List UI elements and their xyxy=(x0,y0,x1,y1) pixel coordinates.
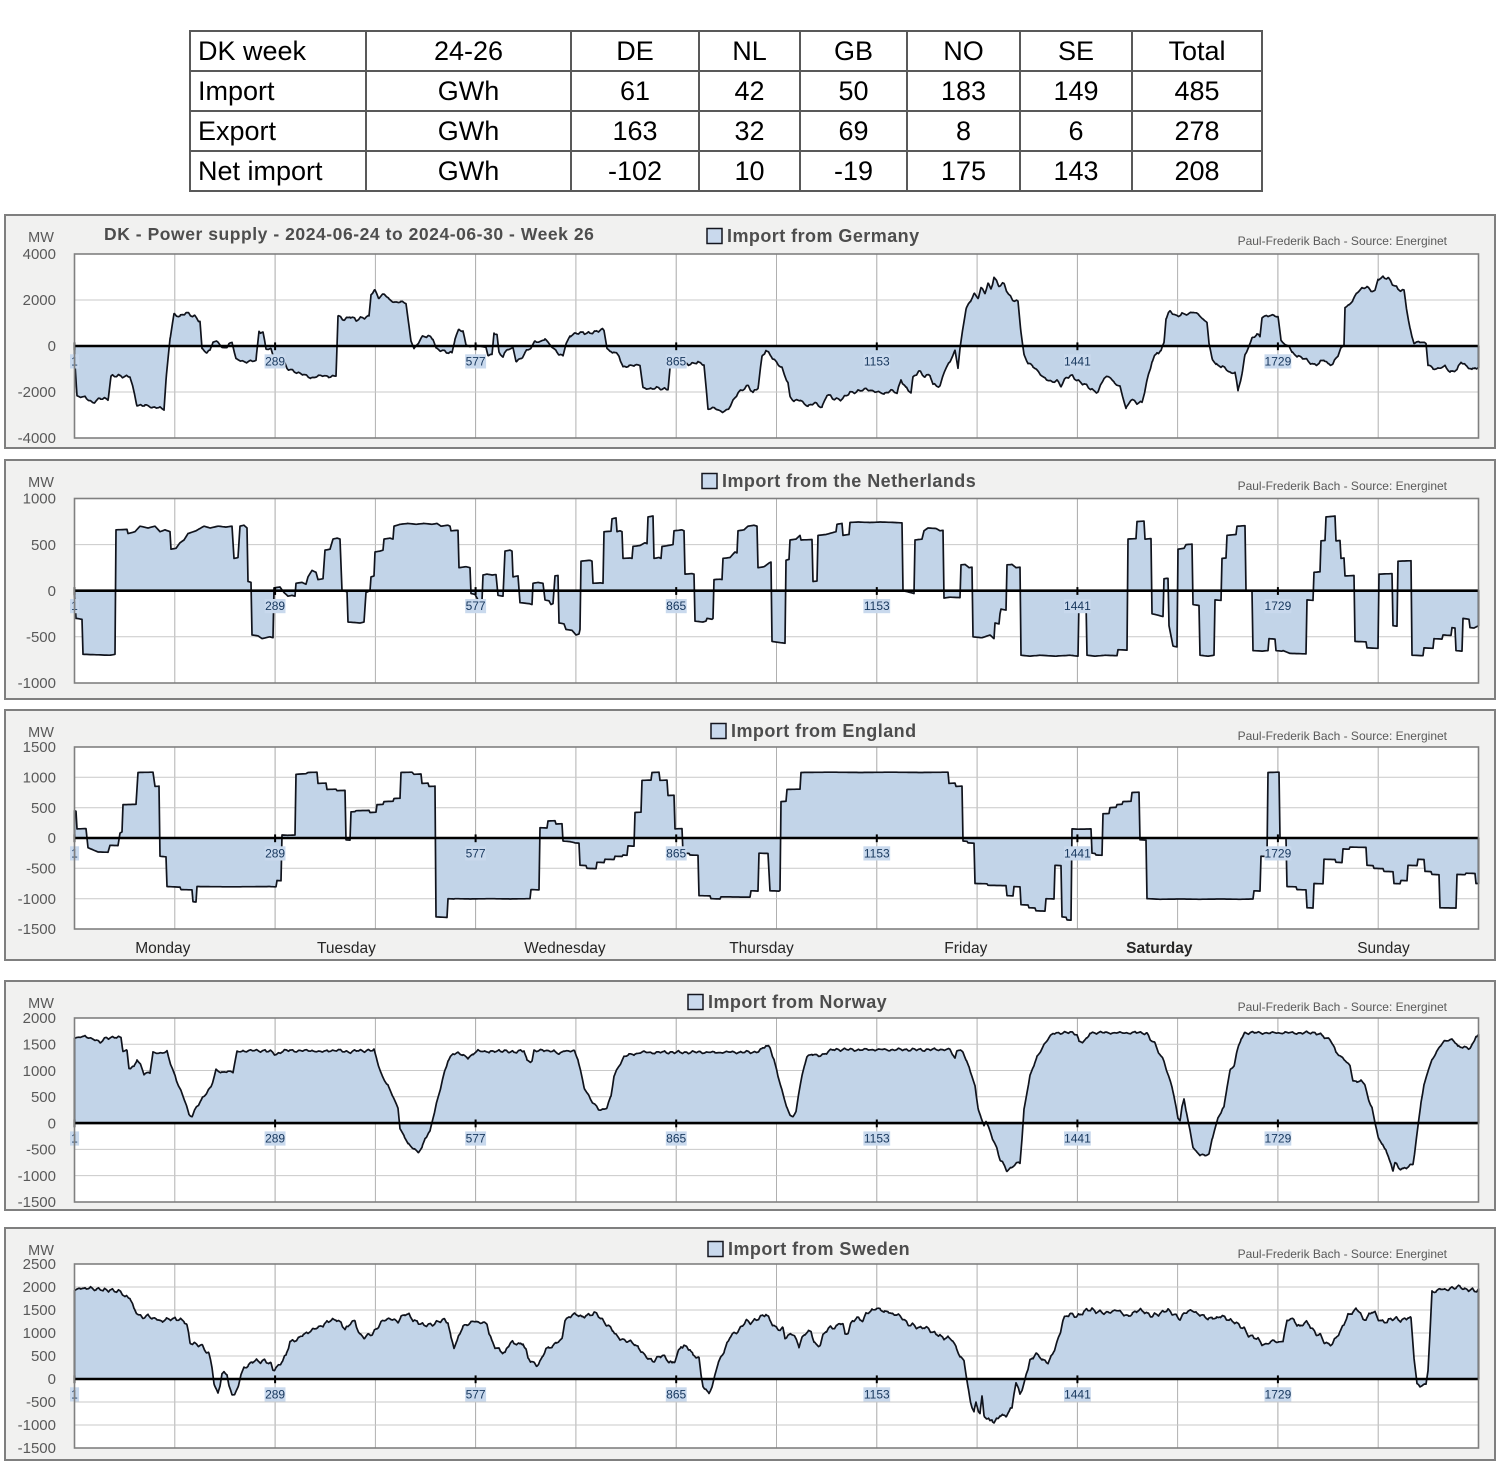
svg-text:-500: -500 xyxy=(26,861,56,878)
svg-text:Import from Germany: Import from Germany xyxy=(727,226,920,246)
svg-text:0: 0 xyxy=(48,830,56,847)
svg-text:Import from Sweden: Import from Sweden xyxy=(728,1239,910,1259)
svg-text:Paul-Frederik Bach - Source: E: Paul-Frederik Bach - Source: Energinet xyxy=(1238,479,1448,493)
svg-text:577: 577 xyxy=(466,354,486,368)
svg-text:1729: 1729 xyxy=(1265,1387,1292,1401)
svg-text:1500: 1500 xyxy=(23,739,56,756)
svg-text:-1000: -1000 xyxy=(18,891,56,908)
svg-text:577: 577 xyxy=(466,599,486,613)
svg-text:4000: 4000 xyxy=(23,246,56,263)
svg-text:500: 500 xyxy=(31,537,56,554)
svg-text:1500: 1500 xyxy=(23,1037,56,1054)
svg-text:289: 289 xyxy=(265,1131,285,1145)
svg-text:Paul-Frederik Bach - Source: E: Paul-Frederik Bach - Source: Energinet xyxy=(1238,1000,1448,1014)
svg-text:2000: 2000 xyxy=(23,292,56,309)
svg-text:1000: 1000 xyxy=(23,770,56,787)
svg-text:-4000: -4000 xyxy=(18,430,56,447)
svg-text:1729: 1729 xyxy=(1265,1131,1292,1145)
svg-text:-1000: -1000 xyxy=(18,1417,56,1434)
svg-text:0: 0 xyxy=(48,583,56,600)
svg-text:289: 289 xyxy=(265,354,285,368)
svg-text:289: 289 xyxy=(265,1387,285,1401)
svg-text:1000: 1000 xyxy=(23,491,56,508)
svg-text:Friday: Friday xyxy=(944,940,987,957)
svg-text:0: 0 xyxy=(48,1115,56,1132)
svg-text:577: 577 xyxy=(466,1387,486,1401)
svg-text:Import from the Netherlands: Import from the Netherlands xyxy=(722,471,976,491)
svg-text:865: 865 xyxy=(666,354,686,368)
svg-text:-1500: -1500 xyxy=(18,921,56,938)
svg-text:MW: MW xyxy=(28,725,54,741)
svg-text:1153: 1153 xyxy=(864,1387,890,1401)
svg-text:-1500: -1500 xyxy=(18,1440,56,1457)
svg-text:MW: MW xyxy=(28,230,54,246)
svg-text:1441: 1441 xyxy=(1064,1131,1091,1145)
svg-text:Thursday: Thursday xyxy=(729,940,794,957)
svg-text:1153: 1153 xyxy=(864,599,890,613)
svg-text:1729: 1729 xyxy=(1265,354,1292,368)
svg-text:2000: 2000 xyxy=(23,1010,56,1027)
svg-text:-500: -500 xyxy=(26,1142,56,1159)
svg-text:-500: -500 xyxy=(26,629,56,646)
svg-text:500: 500 xyxy=(31,1089,56,1106)
svg-text:Saturday: Saturday xyxy=(1126,940,1193,957)
svg-text:MW: MW xyxy=(28,996,54,1012)
svg-text:500: 500 xyxy=(31,1348,56,1365)
svg-text:0: 0 xyxy=(48,338,56,355)
svg-text:1441: 1441 xyxy=(1064,354,1091,368)
svg-text:1441: 1441 xyxy=(1064,1387,1091,1401)
svg-text:1153: 1153 xyxy=(864,846,890,860)
svg-text:0: 0 xyxy=(48,1371,56,1388)
svg-text:577: 577 xyxy=(466,1131,486,1145)
svg-text:1153: 1153 xyxy=(864,1131,890,1145)
svg-text:1441: 1441 xyxy=(1064,846,1091,860)
svg-text:Paul-Frederik Bach - Source: E: Paul-Frederik Bach - Source: Energinet xyxy=(1238,234,1448,248)
svg-text:1441: 1441 xyxy=(1064,599,1091,613)
svg-text:DK - Power supply - 2024-06-24: DK - Power supply - 2024-06-24 to 2024-0… xyxy=(104,224,594,244)
svg-text:-1000: -1000 xyxy=(18,675,56,692)
svg-text:Wednesday: Wednesday xyxy=(524,940,606,957)
svg-text:865: 865 xyxy=(666,1131,686,1145)
svg-text:Sunday: Sunday xyxy=(1357,940,1410,957)
svg-text:-2000: -2000 xyxy=(18,384,56,401)
svg-text:MW: MW xyxy=(28,1243,54,1259)
svg-text:2000: 2000 xyxy=(23,1279,56,1296)
svg-text:865: 865 xyxy=(666,599,686,613)
svg-text:Paul-Frederik Bach - Source: E: Paul-Frederik Bach - Source: Energinet xyxy=(1238,1247,1448,1261)
svg-text:-1500: -1500 xyxy=(18,1194,56,1211)
svg-text:Paul-Frederik Bach - Source: E: Paul-Frederik Bach - Source: Energinet xyxy=(1238,729,1448,743)
svg-text:-500: -500 xyxy=(26,1394,56,1411)
svg-text:865: 865 xyxy=(666,846,686,860)
svg-text:Import from England: Import from England xyxy=(731,721,917,741)
svg-text:Import from Norway: Import from Norway xyxy=(708,992,887,1012)
svg-text:1153: 1153 xyxy=(864,354,890,368)
svg-text:1000: 1000 xyxy=(23,1325,56,1342)
svg-text:Tuesday: Tuesday xyxy=(317,940,376,957)
svg-text:1500: 1500 xyxy=(23,1302,56,1319)
svg-text:MW: MW xyxy=(28,475,54,491)
svg-text:1000: 1000 xyxy=(23,1063,56,1080)
svg-text:2500: 2500 xyxy=(23,1256,56,1273)
svg-text:289: 289 xyxy=(265,846,285,860)
svg-text:289: 289 xyxy=(265,599,285,613)
svg-text:-1000: -1000 xyxy=(18,1168,56,1185)
svg-text:1729: 1729 xyxy=(1265,599,1292,613)
svg-text:865: 865 xyxy=(666,1387,686,1401)
svg-text:Monday: Monday xyxy=(135,940,190,957)
svg-text:500: 500 xyxy=(31,800,56,817)
svg-text:577: 577 xyxy=(466,846,486,860)
svg-text:1729: 1729 xyxy=(1265,846,1292,860)
